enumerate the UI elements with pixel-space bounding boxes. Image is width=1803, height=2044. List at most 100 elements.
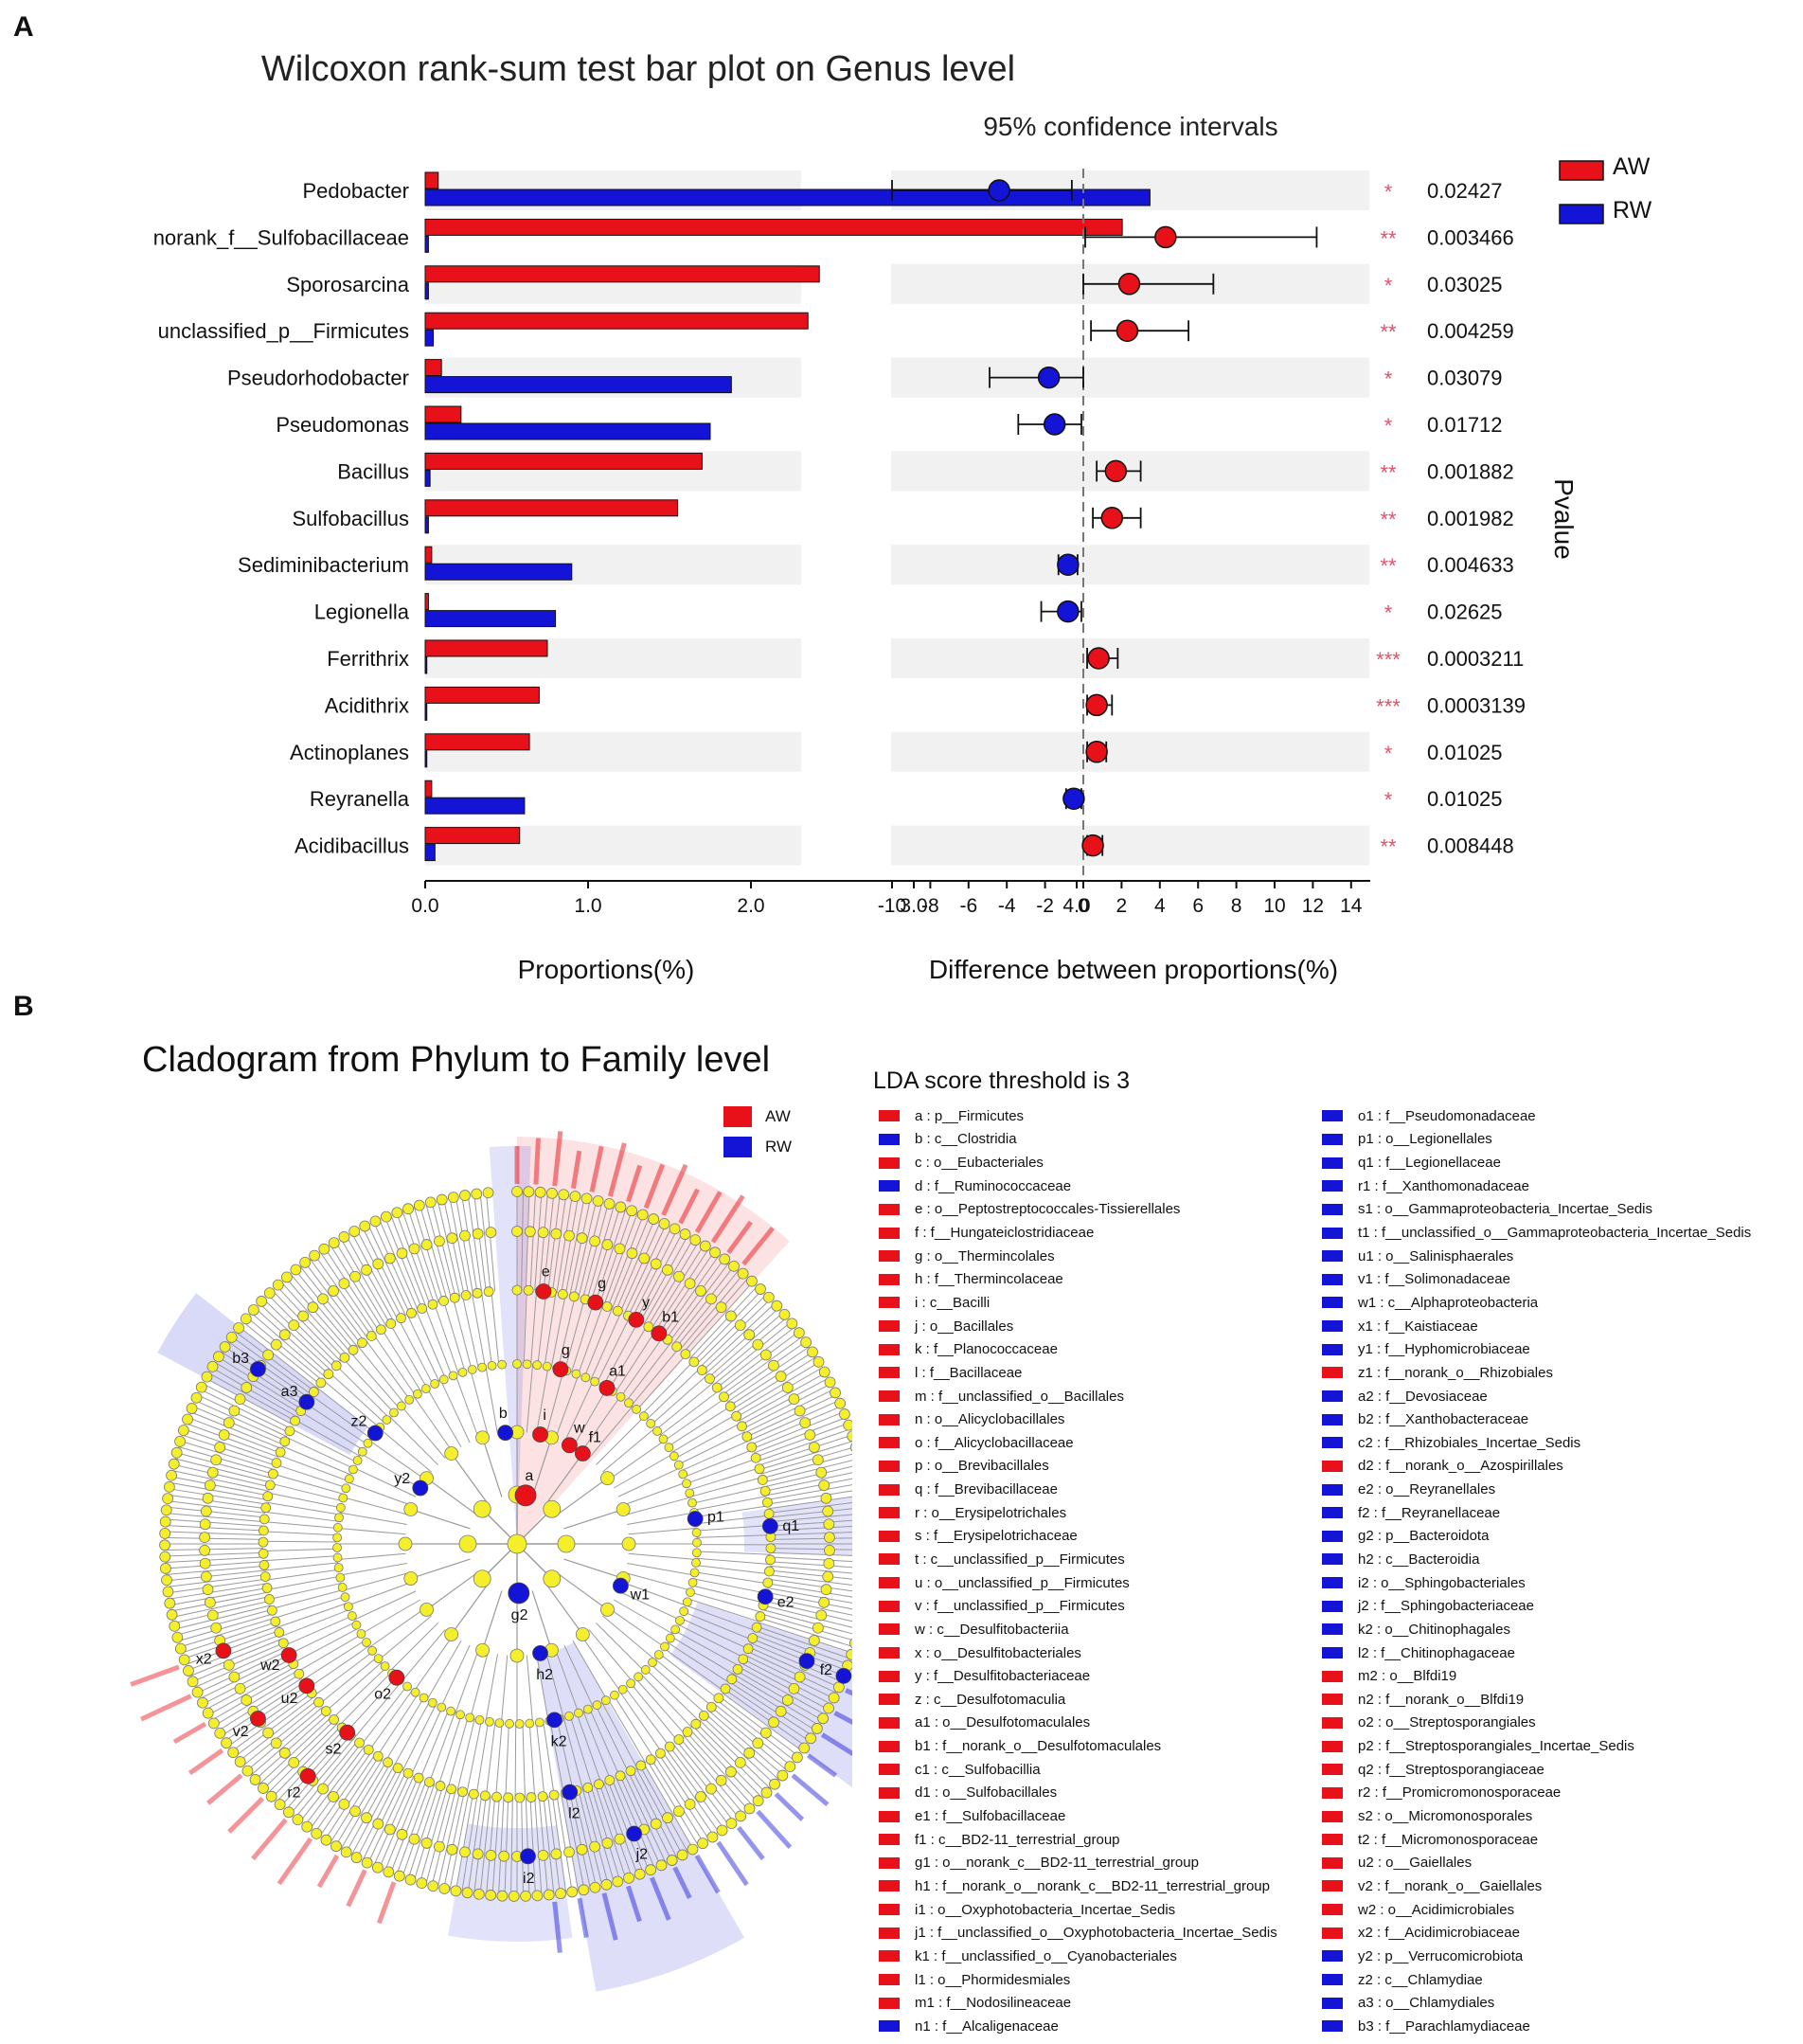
family-branch — [434, 1303, 459, 1374]
pvalue: 0.03025 — [1427, 273, 1503, 296]
tree-node — [398, 1536, 413, 1551]
ci-row-band — [891, 638, 1369, 678]
family-branch — [319, 1657, 378, 1705]
tree-node — [187, 1676, 199, 1688]
legend-swatch-rw — [1559, 204, 1604, 224]
family-branch — [265, 1569, 340, 1581]
tree-node — [419, 1693, 429, 1703]
tree-node — [218, 1429, 230, 1441]
family-branch — [278, 1455, 349, 1482]
leaf-branch — [770, 1519, 852, 1527]
family-branch — [485, 1722, 496, 1797]
family-branch — [640, 1674, 693, 1729]
tree-node — [743, 1329, 756, 1341]
leaf-branch — [407, 1784, 439, 1879]
tree-node — [186, 1403, 198, 1414]
tree-node — [676, 1849, 688, 1861]
leaf-branch — [205, 1662, 294, 1711]
order-branch — [413, 1635, 454, 1692]
lda-legend-item: r1 : f__Xanthomonadaceae — [1322, 1174, 1751, 1198]
leaf-branch — [384, 1216, 423, 1309]
lda-swatch — [879, 1343, 900, 1355]
tree-node — [734, 1319, 746, 1332]
tree-node — [459, 1229, 471, 1242]
family-branch — [268, 1492, 341, 1509]
class-branch — [426, 1478, 478, 1515]
tree-node — [168, 1458, 180, 1470]
tree-node — [524, 1226, 536, 1238]
tree-node — [317, 1783, 329, 1795]
ci-x-tick-label: 6 — [1192, 895, 1204, 917]
tree-node — [369, 1215, 382, 1228]
family-branch — [582, 1711, 612, 1781]
lda-taxon-label: v2 : f__norank_o__Gaiellales — [1358, 1877, 1543, 1894]
family-branch — [349, 1352, 400, 1408]
tree-node — [755, 1283, 766, 1295]
lda-swatch — [879, 1740, 900, 1752]
family-branch — [615, 1330, 656, 1393]
tree-node — [576, 1843, 588, 1856]
tree-node — [309, 1249, 320, 1262]
pvalue: 0.01025 — [1427, 741, 1503, 764]
tree-node — [262, 1491, 274, 1502]
tree-node — [270, 1616, 281, 1627]
tree-node — [361, 1812, 372, 1824]
ci-point — [1081, 834, 1104, 857]
lda-legend-item: z1 : f__norank_o__Rhizobiales — [1322, 1361, 1751, 1385]
leaf-branch — [611, 1216, 650, 1309]
lda-legend-item: q1 : f__Legionellaceae — [1322, 1151, 1751, 1174]
tree-node — [834, 1397, 847, 1409]
lda-swatch — [879, 1203, 900, 1215]
lda-taxon-label: x1 : f__Kaistiaceae — [1358, 1318, 1478, 1335]
lda-taxon-label: z : c__Desulfotomaculia — [915, 1691, 1066, 1708]
leaf-branch — [379, 1219, 419, 1311]
leaf-branch — [651, 1759, 705, 1843]
tree-node — [396, 1247, 408, 1260]
lda-taxon-label: f : f__Hungateiclostridiaceae — [915, 1225, 1095, 1242]
biomarker-node — [250, 1711, 266, 1727]
biomarker-label: o2 — [374, 1687, 391, 1703]
tree-node — [204, 1596, 216, 1608]
tree-node — [434, 1235, 445, 1247]
class-branch — [563, 1558, 624, 1580]
order-branch — [621, 1581, 687, 1606]
tree-node — [822, 1505, 834, 1517]
tree-node — [446, 1784, 457, 1795]
tree-node — [396, 1313, 406, 1324]
tree-node — [284, 1425, 295, 1437]
leaf-branch — [330, 1759, 384, 1843]
leaf-branch — [362, 1227, 406, 1317]
leaf-branch — [770, 1532, 852, 1536]
tree-node — [309, 1387, 319, 1397]
tree-node — [420, 1838, 433, 1849]
leaf-branch — [744, 1655, 834, 1699]
tree-node — [669, 1223, 681, 1235]
lda-legend-item: x1 : f__Kaistiaceae — [1322, 1315, 1751, 1338]
leaf-branch — [214, 1674, 300, 1727]
lda-swatch — [1322, 1297, 1343, 1309]
tree-node — [726, 1674, 738, 1685]
order-branch — [426, 1388, 462, 1448]
panel-a-label: A — [13, 11, 34, 43]
family-branch — [322, 1379, 381, 1428]
leaf-branch — [767, 1490, 852, 1505]
family-branch — [660, 1390, 720, 1436]
tree-node — [689, 1568, 700, 1578]
family-branch — [299, 1410, 365, 1451]
tree-node — [210, 1454, 223, 1466]
family-branch — [393, 1700, 431, 1766]
biomarker-label: x2 — [196, 1651, 212, 1667]
tree-node — [759, 1485, 771, 1497]
lda-swatch — [1322, 1974, 1343, 1986]
leaf-branch — [285, 1277, 351, 1354]
lda-legend-item: s1 : o__Gammaproteobacteria_Incertae_Sed… — [1322, 1198, 1751, 1222]
family-branch — [339, 1672, 392, 1726]
biomarker-label: a1 — [609, 1363, 626, 1379]
tree-node — [768, 1359, 779, 1372]
lda-swatch — [1322, 1740, 1343, 1752]
tree-node — [788, 1393, 800, 1406]
leaf-branch — [679, 1273, 744, 1351]
family-branch — [263, 1521, 338, 1529]
lda-taxon-label: a1 : o__Desulfotomaculales — [915, 1714, 1091, 1731]
pvalue: 0.01025 — [1427, 787, 1503, 811]
